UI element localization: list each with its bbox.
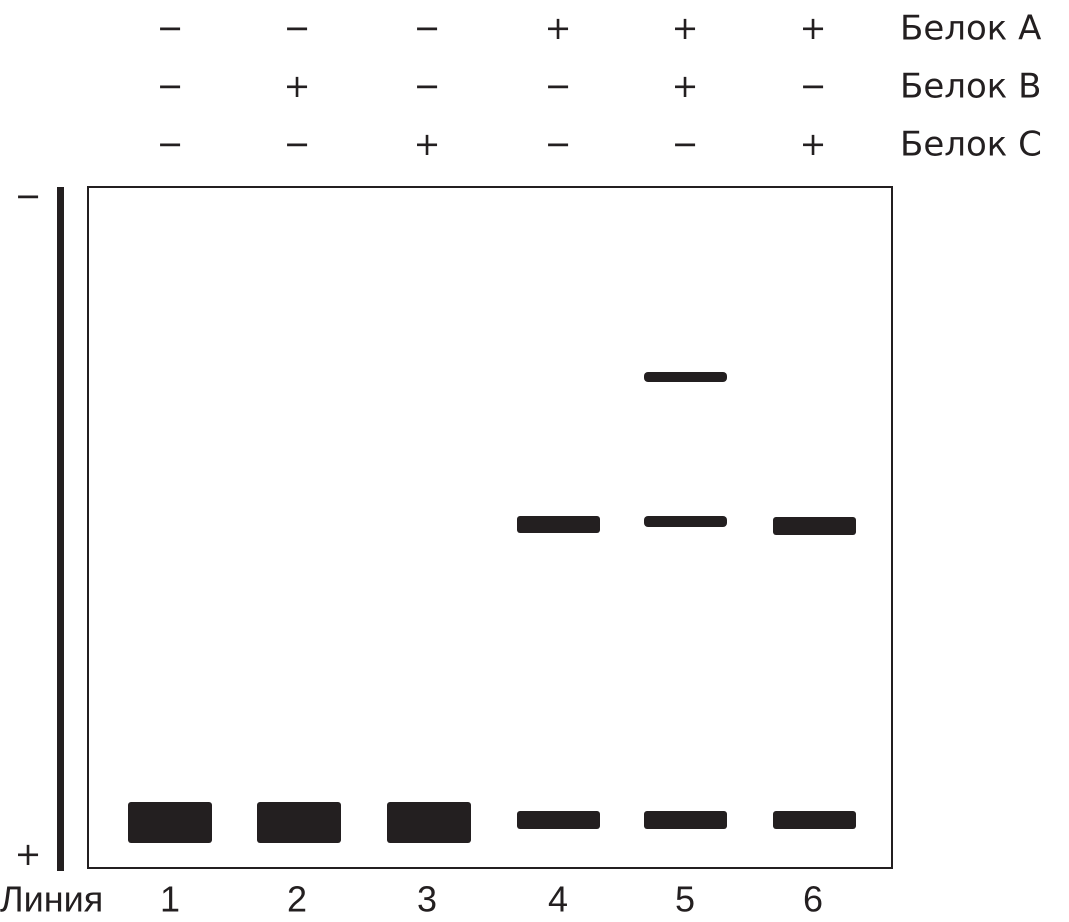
band — [644, 811, 727, 829]
sign: − — [800, 67, 827, 105]
electrode-bar — [57, 187, 64, 871]
band — [257, 802, 341, 843]
sign: + — [800, 9, 827, 47]
band — [517, 811, 600, 829]
lane-label: Линия — [0, 879, 103, 920]
sign: + — [800, 125, 827, 163]
band — [387, 802, 471, 843]
sign: − — [545, 67, 572, 105]
electrode-top: − — [15, 177, 42, 215]
lane-number: 2 — [287, 879, 307, 920]
sign: − — [157, 9, 184, 47]
band — [644, 516, 727, 527]
band — [128, 802, 212, 843]
reagent-label: Белок C — [900, 125, 1042, 165]
sign: − — [545, 125, 572, 163]
lane-number: 3 — [417, 879, 437, 920]
sign: + — [414, 125, 441, 163]
lane-number: 5 — [675, 879, 695, 920]
sign: − — [414, 9, 441, 47]
electrode-bottom: + — [15, 835, 42, 873]
lane-number: 1 — [160, 879, 180, 920]
lane-number: 6 — [803, 879, 823, 920]
bands — [128, 372, 856, 843]
sign: + — [545, 9, 572, 47]
sign: − — [157, 125, 184, 163]
band — [773, 811, 856, 829]
band — [517, 516, 600, 533]
sign: − — [414, 67, 441, 105]
sign: − — [672, 125, 699, 163]
lane-number: 4 — [548, 879, 568, 920]
sign: − — [284, 9, 311, 47]
reagent-label: Белок A — [900, 9, 1041, 49]
band — [773, 517, 856, 535]
gel-diagram: − + Линия − − − + + + Белок A − + − − + − Белок B − − + −… — [0, 0, 1069, 922]
sign: − — [284, 125, 311, 163]
reagent-label: Белок B — [900, 67, 1041, 107]
sign: + — [672, 67, 699, 105]
band — [644, 372, 727, 382]
gel-frame — [88, 187, 892, 868]
sign: + — [672, 9, 699, 47]
sign: + — [284, 67, 311, 105]
sign: − — [157, 67, 184, 105]
